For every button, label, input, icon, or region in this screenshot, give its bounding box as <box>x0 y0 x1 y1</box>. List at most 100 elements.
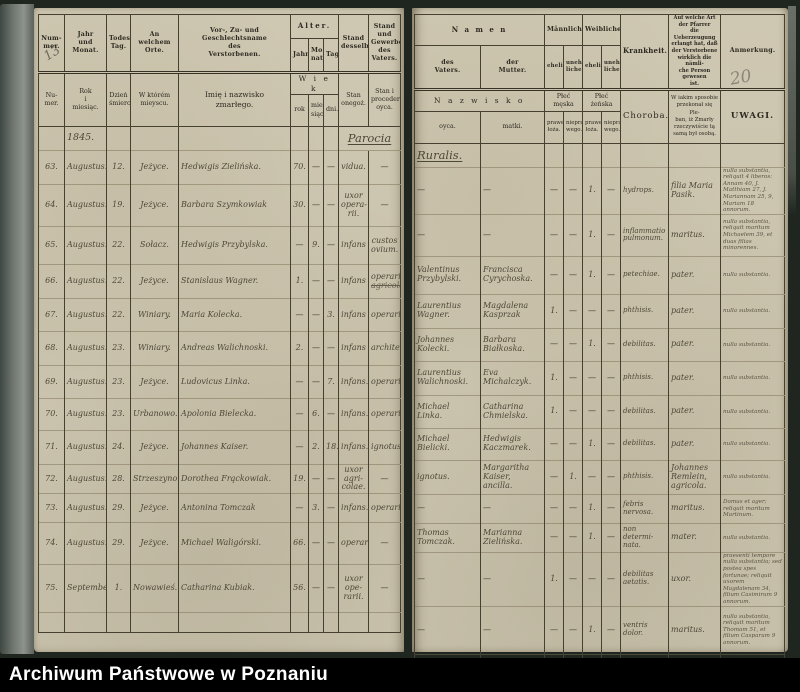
parish-note-right: Ruralis. <box>414 142 481 168</box>
death-day-cell: 29. <box>106 493 131 523</box>
mother-name-cell: Hedwigis Kaczmarek. <box>479 427 545 461</box>
verification-cell: pater. <box>668 327 721 362</box>
age-years-cell: 2. <box>290 331 309 366</box>
father-name-cell: Michael Bielicki. <box>414 427 481 461</box>
male-illegitimate-cell: — <box>563 522 583 553</box>
death-day-cell: 1. <box>106 564 131 613</box>
row-number-cell: 67. <box>38 298 65 332</box>
age-months-cell: — <box>308 365 324 399</box>
empty-cell <box>290 612 309 633</box>
col-header-name: Vor-, Zu- und Geschlechtsname des Versto… <box>178 14 291 73</box>
father-trade-cell: — <box>368 464 401 494</box>
empty-cell <box>130 612 179 633</box>
mother-name-cell: Magdalena Kasprzak <box>479 293 545 329</box>
father-name-cell: Laurentius Walichnoski. <box>414 360 481 396</box>
german-subheader-row: des Vaters. der Mutter. eheliche. unehe-… <box>414 44 785 90</box>
col-header-nazwisko-matki: matki. <box>479 110 546 144</box>
age-years-cell: — <box>290 298 309 332</box>
disease-cell: phthisis. <box>620 459 669 495</box>
remark-cell: nulla substantia. <box>720 327 785 362</box>
empty-cell <box>479 142 545 168</box>
register-row: 68. Augustus. 23. Winiary. Andreas Walichnos… <box>38 331 401 366</box>
empty-cell <box>322 612 339 633</box>
female-illegitimate-cell: — <box>601 255 621 295</box>
register-row: ignotus. Margaritha Kaiser, ancilla. —1. — —… <box>414 459 785 495</box>
mother-name-cell: Barbara Białkoska. <box>479 327 545 362</box>
remark-cell: nulla substantia. <box>720 293 785 329</box>
col-header-mieysce: W którém mieyscu. <box>130 71 179 127</box>
age-years-cell: — <box>290 365 309 399</box>
empty-cell <box>601 142 621 168</box>
male-illegitimate-cell: 1. <box>563 459 583 495</box>
male-illegitimate-cell: — <box>563 493 583 524</box>
death-day-cell: 22. <box>106 298 131 332</box>
female-illegitimate-cell: — <box>601 493 621 524</box>
month-cell: Augustus. <box>64 522 107 565</box>
age-years-cell: — <box>290 493 309 523</box>
register-row: — — — —1. — hydrops. filia Maria Pasik. nulla s… <box>414 166 785 215</box>
female-illegitimate-cell: — <box>601 522 621 553</box>
empty-cell <box>368 612 401 633</box>
col-header-stan: Stan onegoż. <box>338 71 370 127</box>
status-cell: infans. <box>338 365 369 399</box>
male-illegitimate-cell: — <box>563 551 583 607</box>
female-legitimate-cell: 1. <box>582 605 602 655</box>
age-years-cell: 19. <box>290 464 309 494</box>
male-illegitimate-cell: — <box>563 360 583 396</box>
age-years-cell: 66. <box>290 522 309 565</box>
female-legitimate-cell: — <box>582 293 602 329</box>
disease-cell: phthisis. <box>620 360 669 396</box>
female-illegitimate-cell: — <box>601 605 621 655</box>
col-header-nazwisko: N a z w i s k o <box>413 87 546 112</box>
verification-cell: pater. <box>668 255 721 295</box>
remark-cell: Domus et ager; reliquit maritum Martinum… <box>720 493 785 524</box>
age-months-cell: — <box>308 331 324 366</box>
mother-name-cell: — <box>479 166 545 215</box>
age-years-cell: — <box>290 398 309 431</box>
status-cell: infans. <box>338 493 369 523</box>
polish-subheader-row: oyca. matki. prawego łoża. niepra- wego.… <box>414 110 785 144</box>
male-legitimate-cell: — <box>544 605 564 655</box>
age-months-cell: — <box>308 464 324 494</box>
register-row: 74. Augustus. 29. Jeżyce. Michael Waligórski… <box>38 522 401 565</box>
verification-cell: maritus. <box>668 493 721 524</box>
register-row: 75.September.1.Nowawieś.Catharina Kubiak… <box>38 564 401 613</box>
empty-cell <box>668 142 721 168</box>
death-day-cell: 19. <box>106 184 131 227</box>
month-cell: September. <box>64 564 107 613</box>
age-months-cell: 3. <box>308 493 324 523</box>
german-header-row: Num- mer. Jahr und Monat. Todes- Tag. An… <box>38 14 402 73</box>
row-number-cell: 73. <box>38 493 65 523</box>
female-illegitimate-cell: — <box>601 551 621 607</box>
empty-row <box>38 612 401 633</box>
age-years-cell: — <box>290 226 309 265</box>
father-name-cell: — <box>414 551 481 607</box>
female-illegitimate-cell: — <box>601 293 621 329</box>
age-days-cell: — <box>322 398 339 431</box>
register-row: Michael Bielicki. Hedwigis Kaczmarek. — —1.… <box>414 427 785 461</box>
disease-cell: debilitas aetatis. <box>620 551 669 607</box>
father-name-cell: Valentinus Przybylski. <box>414 255 481 295</box>
place-cell: Jeżyce. <box>130 264 179 299</box>
row-number-cell: 63. <box>38 150 65 185</box>
deceased-name-cell: Stanislaus Wagner. <box>178 264 291 299</box>
empty-cell <box>308 126 324 151</box>
disease-cell: debilitas. <box>620 394 669 429</box>
status-cell: vidua. <box>338 150 369 185</box>
row-number-cell: 65. <box>38 226 65 265</box>
age-months-cell: — <box>308 522 324 565</box>
male-illegitimate-cell: — <box>563 327 583 362</box>
place-cell: Jeżyce. <box>130 150 179 185</box>
register-row: — — — —1. — febris nervosa. maritus. Domus et a… <box>414 493 785 524</box>
female-legitimate-cell: — <box>582 394 602 429</box>
male-legitimate-cell: 1. <box>544 360 564 396</box>
col-header-m-unehelich: unehe- liche. <box>563 44 584 90</box>
place-cell: Jeżyce. <box>130 522 179 565</box>
register-row: 63. Augustus. 12. Jeżyce. Hedwigis Zielińska… <box>38 150 401 185</box>
female-illegitimate-cell: — <box>601 394 621 429</box>
mother-name-cell: — <box>479 213 545 257</box>
empty-cell <box>130 126 179 151</box>
death-day-cell: 24. <box>106 430 131 465</box>
death-day-cell: 23. <box>106 331 131 366</box>
month-cell: Augustus. <box>64 430 107 465</box>
